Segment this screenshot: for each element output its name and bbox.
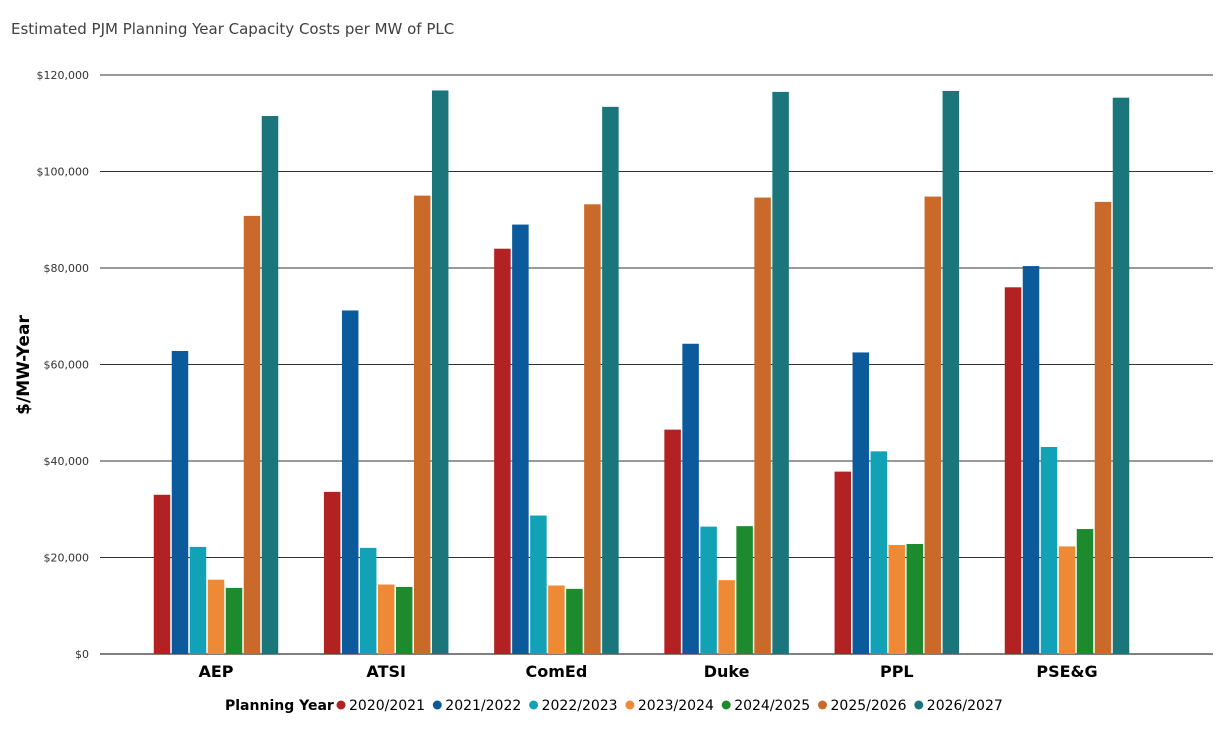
y-axis-ticks: $0 $20,000 $40,000 $60,000 $80,000 $100,000 $1… (37, 69, 90, 661)
legend-marker (818, 700, 827, 710)
bar-comed-2026-2027 (602, 106, 619, 655)
bar-atsi-2020-2021 (323, 491, 341, 654)
bar-duke-2020-2021 (664, 429, 681, 654)
legend-item-label: 2024/2025 (734, 698, 810, 714)
bar-comed-2021-2022 (512, 224, 529, 654)
bar-ppl-2020-2021 (834, 471, 852, 654)
bar-comed-2020-2021 (494, 248, 511, 654)
x-category-label: ATSI (366, 662, 406, 681)
legend-item-label: 2021/2022 (445, 698, 521, 714)
legend-item-label: 2022/2023 (542, 698, 618, 714)
bar-atsi-2022-2023 (359, 547, 377, 654)
y-tick-label: $80,000 (44, 262, 90, 275)
legend-marker (529, 700, 539, 710)
bar-duke-2025-2026 (754, 197, 771, 654)
bar-duke-2021-2022 (682, 343, 699, 654)
bar-comed-2024-2025 (566, 588, 583, 654)
bar-comed-2022-2023 (530, 515, 547, 654)
bar-atsi-2024-2025 (395, 586, 413, 654)
y-tick-label: $60,000 (44, 359, 90, 372)
y-axis-label: $/MW-Year (14, 315, 34, 415)
bar-aep-2026-2027 (261, 116, 279, 654)
x-category-label: ComEd (526, 662, 588, 681)
bar-atsi-2021-2022 (341, 310, 359, 654)
legend-item-label: 2025/2026 (831, 698, 907, 714)
legend-marker (721, 700, 731, 710)
bar-aep-2023-2024 (207, 579, 225, 654)
x-axis-categories: AEP ATSI ComEd Duke PPL PSE&G (198, 662, 1097, 681)
bar-atsi-2026-2027 (431, 90, 449, 654)
legend: Planning Year 2020/2021 2021/2022 2022/2023… (225, 698, 1003, 714)
legend-marker (336, 700, 346, 710)
bar-aep-2020-2021 (153, 494, 171, 654)
bar-atsi-2023-2024 (377, 584, 395, 654)
legend-item-label: 2023/2024 (638, 698, 714, 714)
x-category-label: Duke (704, 662, 750, 681)
bars (153, 90, 1130, 655)
legend-marker (914, 700, 924, 710)
legend-marker (625, 700, 635, 710)
bar-pseg-2022-2023 (1040, 447, 1058, 654)
bar-atsi-2025-2026 (413, 195, 431, 654)
y-tick-label: $0 (75, 648, 89, 661)
bar-comed-2025-2026 (584, 204, 601, 654)
bar-pseg-2023-2024 (1058, 546, 1076, 654)
bar-comed-2023-2024 (548, 585, 565, 654)
y-tick-label: $40,000 (44, 455, 90, 468)
y-tick-label: $100,000 (37, 166, 90, 179)
bar-ppl-2022-2023 (870, 451, 888, 654)
legend-item-label: 2026/2027 (927, 698, 1003, 714)
x-category-label: PPL (880, 662, 914, 681)
bar-aep-2021-2022 (171, 350, 189, 654)
legend-title: Planning Year (225, 698, 334, 714)
bar-ppl-2025-2026 (924, 196, 942, 654)
bar-ppl-2021-2022 (852, 352, 870, 654)
bar-duke-2026-2027 (772, 91, 789, 654)
bar-duke-2022-2023 (700, 526, 717, 654)
bar-ppl-2024-2025 (906, 543, 924, 654)
y-tick-label: $120,000 (37, 69, 90, 82)
bar-pseg-2024-2025 (1076, 529, 1094, 654)
bar-aep-2022-2023 (189, 546, 207, 654)
chart-title: Estimated PJM Planning Year Capacity Cos… (11, 20, 455, 38)
bar-duke-2023-2024 (718, 580, 735, 654)
bar-aep-2024-2025 (225, 587, 243, 654)
legend-marker (432, 700, 442, 710)
y-tick-label: $20,000 (44, 552, 90, 565)
legend-item-label: 2020/2021 (349, 698, 425, 714)
bar-aep-2025-2026 (243, 215, 261, 654)
bar-pseg-2020-2021 (1004, 287, 1022, 654)
bar-pseg-2026-2027 (1112, 97, 1130, 655)
bar-duke-2024-2025 (736, 526, 753, 654)
x-category-label: PSE&G (1036, 662, 1097, 681)
bar-pseg-2021-2022 (1022, 266, 1040, 654)
bar-ppl-2023-2024 (888, 544, 906, 654)
x-category-label: AEP (198, 662, 233, 681)
bar-ppl-2026-2027 (942, 90, 960, 655)
bar-pseg-2025-2026 (1094, 201, 1112, 654)
